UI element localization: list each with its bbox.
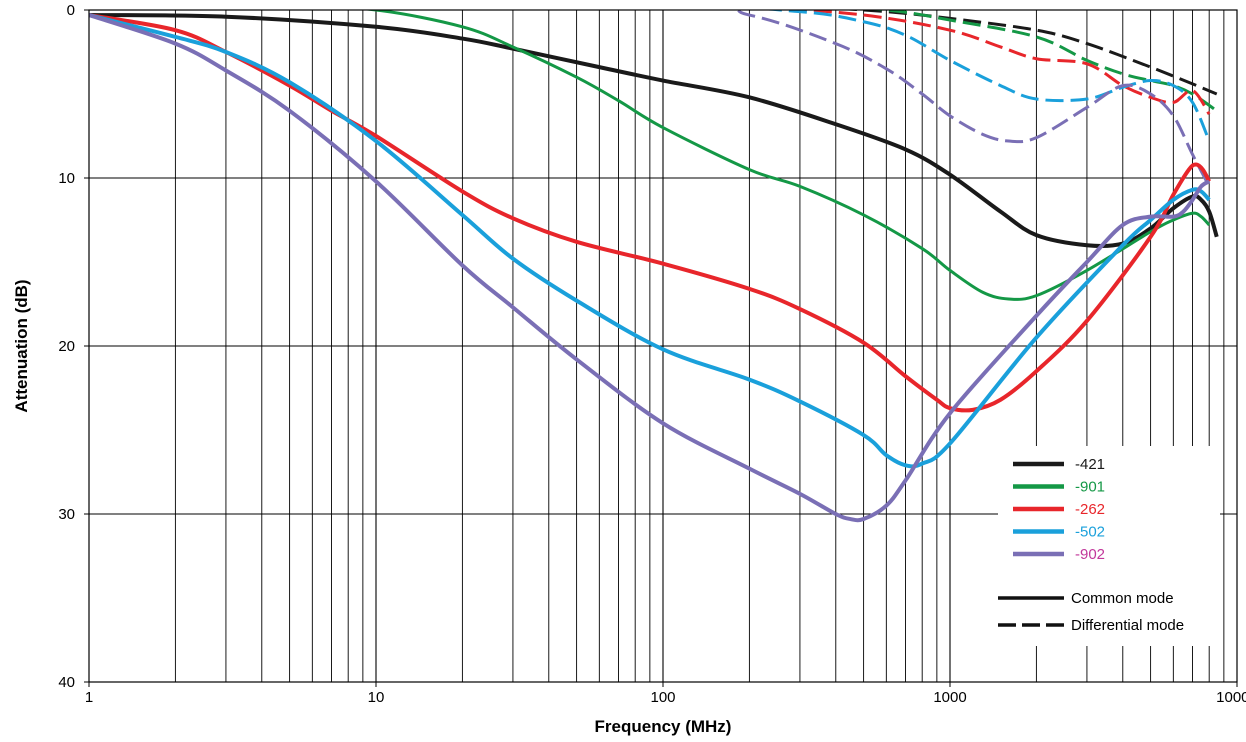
legend-label: -502 xyxy=(1075,524,1105,541)
series-line-n502-common xyxy=(89,13,1211,469)
legend-label: -262 xyxy=(1075,501,1105,518)
series-line-n421-common xyxy=(89,13,1219,249)
series-line-n901-differential xyxy=(864,10,1218,113)
legend-label: -901 xyxy=(1075,479,1105,496)
x-tick-label: 10 xyxy=(368,689,385,706)
series-line-n262-common xyxy=(89,13,1211,413)
x-axis-label: Frequency (MHz) xyxy=(595,717,732,736)
plot-series xyxy=(89,10,1219,523)
y-tick-label: 30 xyxy=(58,506,75,523)
legend-label: -902 xyxy=(1075,546,1105,563)
x-tick-label: 1000 xyxy=(933,689,966,706)
legend-background xyxy=(998,446,1220,646)
series-line-n421-differential xyxy=(839,10,1218,96)
legend-style-label: Common mode xyxy=(1071,590,1174,607)
legend-style-label: Differential mode xyxy=(1071,617,1184,634)
y-axis-label: Attenuation (dB) xyxy=(12,279,31,412)
series-line-n902-differential xyxy=(730,10,1211,188)
series-line-n502-differential xyxy=(757,10,1211,142)
series-line-n262-differential xyxy=(783,10,1211,116)
y-tick-label: 0 xyxy=(67,2,75,19)
x-tick-label: 1 xyxy=(85,689,93,706)
series-line-n901-common xyxy=(361,10,1211,301)
y-tick-label: 40 xyxy=(58,674,75,691)
legend-label: -421 xyxy=(1075,456,1105,473)
y-tick-label: 10 xyxy=(58,170,75,187)
series-line-n902-common xyxy=(89,13,1211,523)
plot-frame xyxy=(88,9,1238,683)
x-tick-label: 100 xyxy=(650,689,675,706)
legend: -421 -901 -262 -502 -902 Common mode Different… xyxy=(998,456,1184,634)
y-tick-label: 20 xyxy=(58,338,75,355)
